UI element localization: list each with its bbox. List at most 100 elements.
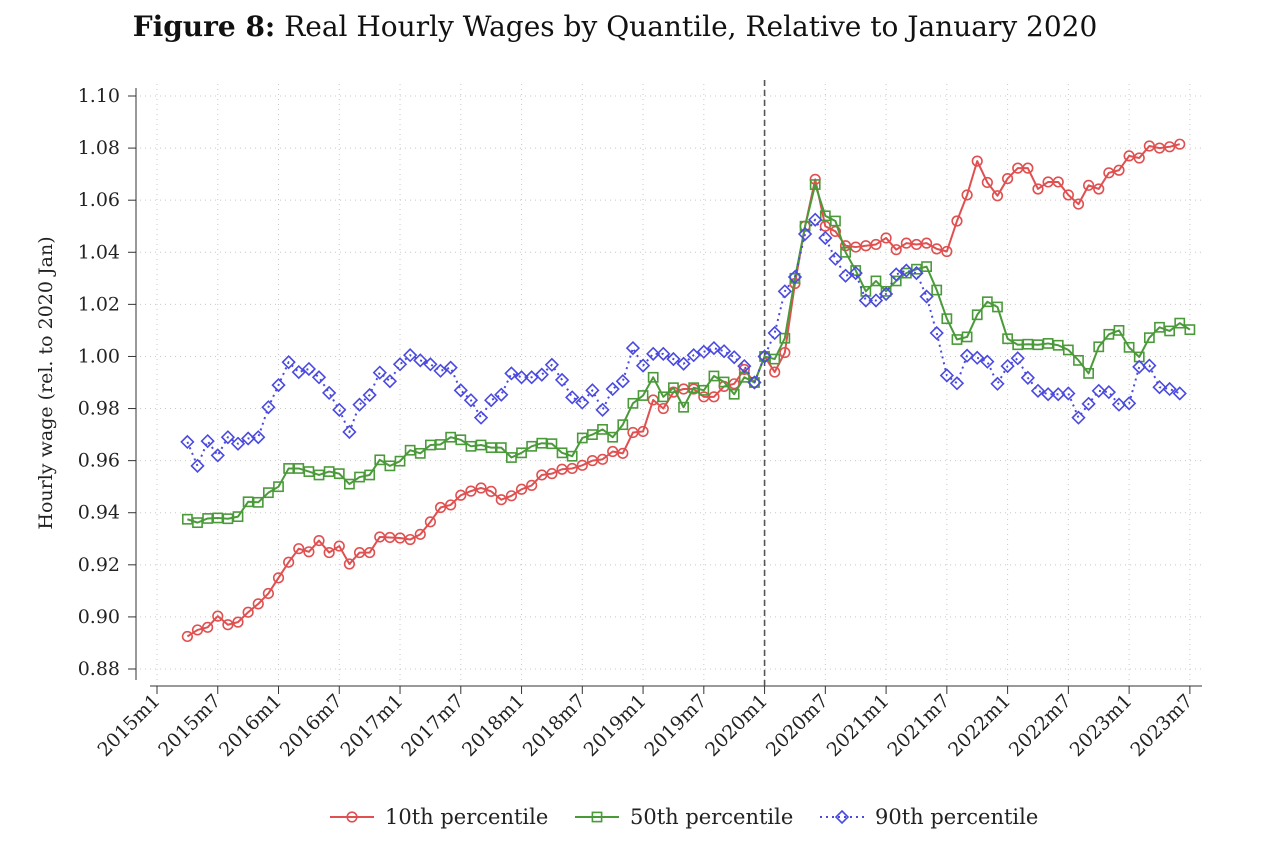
data-point-50th <box>1073 354 1084 366</box>
data-point-10th <box>485 485 497 497</box>
data-point-50th <box>860 285 872 297</box>
data-point-10th <box>445 499 457 511</box>
data-point-90th <box>210 448 225 463</box>
data-point-50th <box>1143 332 1155 344</box>
legend-swatch-marker <box>834 809 850 825</box>
data-point-90th <box>777 284 792 299</box>
data-point-90th <box>889 267 904 282</box>
y-tick-label: 1.10 <box>78 85 120 107</box>
data-point-10th <box>232 616 244 628</box>
data-point-50th <box>992 301 1003 313</box>
data-point-50th <box>1012 339 1024 351</box>
data-point-50th <box>283 463 295 474</box>
data-point-90th <box>565 390 580 405</box>
x-tick-label: 2019m1 <box>580 690 651 761</box>
data-point-50th <box>647 371 659 383</box>
data-point-10th <box>1002 172 1014 185</box>
data-point-50th <box>1154 321 1165 333</box>
data-point-90th <box>595 402 610 417</box>
data-point-50th <box>779 332 791 344</box>
data-point-50th <box>181 513 193 525</box>
data-point-90th <box>332 402 347 417</box>
data-point-50th <box>1113 325 1125 336</box>
data-point-90th <box>473 410 489 425</box>
data-point-10th <box>961 189 973 201</box>
data-point-10th <box>1022 162 1034 174</box>
data-point-50th <box>1002 333 1014 345</box>
x-tick-label: 2022m7 <box>1005 690 1076 761</box>
data-point-10th <box>607 445 619 458</box>
data-point-50th <box>637 390 649 401</box>
y-tick-label: 1.08 <box>78 137 120 159</box>
data-point-50th <box>850 265 862 276</box>
data-point-50th <box>617 419 629 431</box>
data-point-10th <box>475 482 487 494</box>
y-tick-label: 1.04 <box>78 241 120 263</box>
legend-label: 50th percentile <box>630 805 793 829</box>
data-point-90th <box>1142 358 1157 373</box>
data-point-50th <box>951 334 963 345</box>
data-point-50th <box>222 513 234 525</box>
data-point-50th <box>293 463 305 474</box>
data-point-10th <box>434 501 447 514</box>
data-point-90th <box>686 348 701 363</box>
data-point-50th <box>627 397 639 409</box>
y-tick-label: 1.00 <box>78 345 120 367</box>
data-point-10th <box>272 572 285 584</box>
data-point-50th <box>354 471 365 483</box>
data-point-50th <box>374 454 386 466</box>
y-tick-label: 0.88 <box>78 658 120 680</box>
data-point-90th <box>696 344 711 359</box>
data-point-10th <box>931 243 943 255</box>
data-point-50th <box>566 450 578 462</box>
data-point-50th <box>556 447 568 459</box>
data-point-50th <box>1184 324 1196 336</box>
data-point-90th <box>1081 396 1096 411</box>
data-point-10th <box>708 391 720 403</box>
y-tick-label: 1.02 <box>78 293 120 315</box>
data-point-90th <box>271 377 286 393</box>
data-point-50th <box>202 513 214 524</box>
legend-swatch-marker <box>591 811 603 823</box>
data-point-90th <box>848 265 863 281</box>
data-point-90th <box>1000 358 1015 374</box>
data-point-90th <box>635 358 651 373</box>
data-point-90th <box>575 395 590 410</box>
data-point-10th <box>414 528 426 540</box>
data-point-50th <box>769 353 781 365</box>
data-point-90th <box>909 265 924 281</box>
data-point-10th <box>920 237 933 249</box>
data-point-90th <box>787 269 803 285</box>
data-point-50th <box>830 215 841 227</box>
data-point-90th <box>200 433 215 449</box>
data-point-50th <box>931 284 943 296</box>
data-point-90th <box>656 346 671 361</box>
x-tick-label: 2021m1 <box>823 690 894 761</box>
data-point-50th <box>1123 341 1135 353</box>
series-line-10th <box>186 143 1180 638</box>
data-point-50th <box>576 432 588 444</box>
y-tick-label: 0.92 <box>78 554 120 576</box>
data-point-10th <box>303 546 315 558</box>
data-point-90th <box>878 286 894 302</box>
data-point-10th <box>262 587 274 600</box>
data-point-10th <box>1133 152 1145 164</box>
data-point-90th <box>342 424 357 440</box>
data-point-50th <box>252 496 264 508</box>
data-point-90th <box>534 367 549 382</box>
data-point-50th <box>313 469 325 481</box>
series-90th <box>180 212 1187 473</box>
data-point-10th <box>576 459 588 471</box>
data-point-90th <box>1121 396 1137 411</box>
data-point-90th <box>322 385 337 401</box>
data-point-50th <box>262 487 274 499</box>
data-point-10th <box>1083 179 1095 191</box>
data-point-10th <box>181 630 193 643</box>
figure-label: Figure 8: <box>132 10 276 43</box>
data-point-50th <box>819 210 831 222</box>
data-point-50th <box>333 468 345 480</box>
y-tick-label: 0.94 <box>78 502 120 524</box>
data-point-50th <box>840 246 851 258</box>
data-point-50th <box>1052 339 1064 351</box>
